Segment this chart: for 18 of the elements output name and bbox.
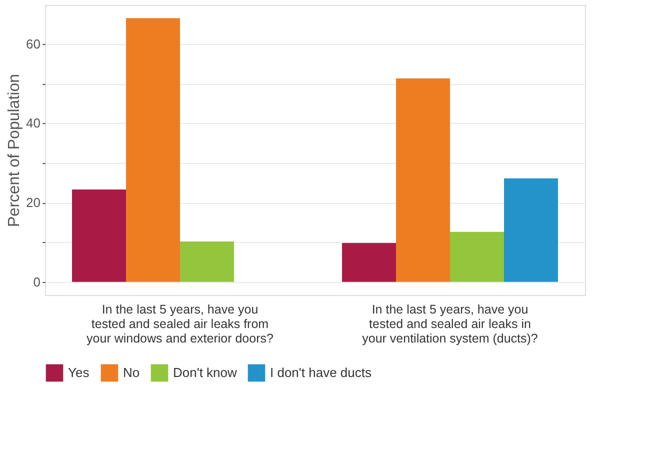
y-tick-label: 0 (33, 274, 40, 290)
y-axis-title: Percent of Population (6, 74, 24, 227)
bar (450, 232, 504, 282)
bar (180, 241, 234, 282)
legend-label: No (123, 364, 140, 380)
legend-label: I don't have ducts (270, 364, 372, 380)
y-tick-label: 20 (26, 195, 40, 210)
y-tick-label: 60 (26, 36, 40, 52)
bar (504, 178, 558, 282)
bar (342, 243, 396, 282)
x-tick-label: In the last 5 years, have you tested and sealed air leaks from your windows and exterior doors? (86, 302, 274, 346)
bar (72, 189, 126, 282)
bar (396, 78, 450, 282)
y-tick-label: 40 (26, 116, 40, 131)
bar (126, 18, 180, 282)
legend-label: Yes (68, 364, 90, 380)
legend-label: Don't know (173, 364, 238, 380)
x-tick-label: In the last 5 years, have you tested and sealed air leaks in your ventilation system (ducts)? (362, 302, 538, 346)
